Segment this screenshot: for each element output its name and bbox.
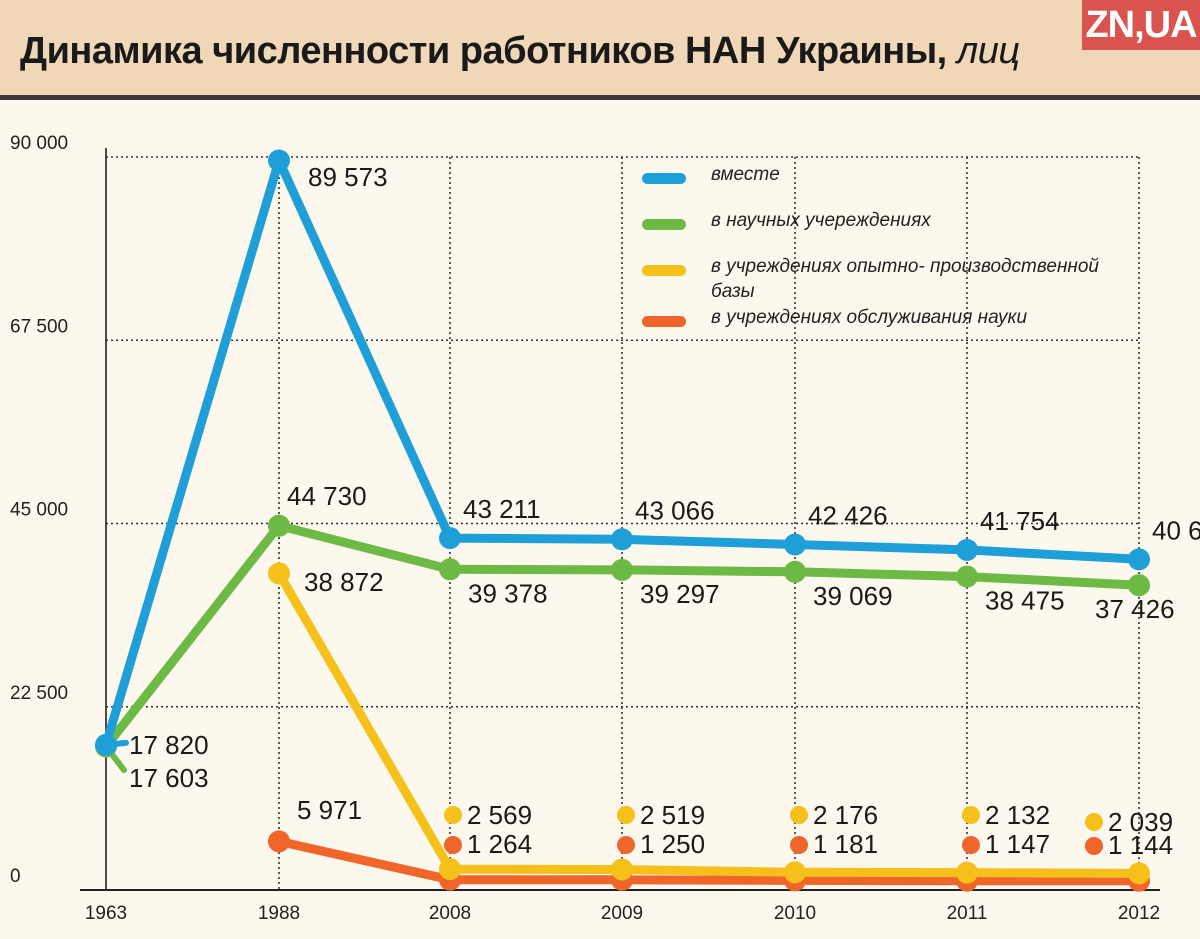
bullet-pilot — [444, 806, 462, 824]
data-label-service: 1 250 — [640, 829, 705, 859]
chart-title: Динамика численности работников НАН Укра… — [20, 30, 1020, 73]
bullet-pilot — [1085, 813, 1103, 831]
legend-label-pilot: в учреждениях опытно- производственной б… — [711, 256, 1099, 302]
data-point-scientific — [1128, 574, 1150, 597]
legend-swatch-pilot — [642, 265, 686, 276]
data-label-scientific: 39 378 — [468, 578, 548, 608]
legend-swatch-total — [642, 173, 686, 184]
data-point-scientific — [439, 558, 461, 581]
bullet-pilot — [617, 806, 635, 824]
legend-swatch-scientific — [642, 219, 686, 230]
data-point-total — [268, 149, 290, 172]
x-tick-label: 2011 — [947, 903, 988, 924]
x-tick-label: 2009 — [601, 903, 643, 924]
zn-ua-logo[interactable]: ZN,UA — [1082, 0, 1200, 50]
data-point-total — [1128, 548, 1150, 571]
y-tick-label: 67 500 — [10, 316, 68, 337]
data-label-scientific: 38 475 — [985, 586, 1065, 616]
bullet-service — [962, 836, 980, 854]
data-label-total: 43 211 — [463, 494, 541, 524]
data-point-pilot — [439, 858, 461, 881]
data-point-scientific — [956, 565, 978, 588]
data-label-total: 40 609 — [1152, 515, 1200, 545]
bullet-service — [1085, 837, 1103, 855]
x-tick-label: 2008 — [429, 903, 471, 924]
data-point-pilot — [1128, 862, 1150, 885]
data-label-pilot: 38 872 — [304, 567, 384, 597]
legend-swatch-service — [642, 316, 686, 327]
data-label-scientific: 39 297 — [640, 579, 720, 609]
bullet-pilot — [790, 806, 808, 824]
data-label-total: 89 573 — [308, 162, 388, 192]
x-tick-label: 2010 — [774, 903, 816, 924]
series-line-service — [274, 836, 1144, 886]
data-label-service: 1 147 — [985, 829, 1050, 859]
data-point-service — [268, 830, 290, 853]
data-point-scientific — [611, 558, 633, 581]
data-point-pilot — [784, 861, 806, 884]
x-tick-label: 1988 — [258, 903, 300, 924]
data-point-total — [784, 533, 806, 556]
data-point-total — [956, 538, 978, 561]
header-bar: Динамика численности работников НАН Укра… — [0, 0, 1200, 100]
data-label-pilot: 2 039 — [1108, 807, 1173, 837]
data-label-scientific: 37 426 — [1095, 594, 1175, 624]
data-point-pilot — [268, 562, 290, 585]
data-label-pilot: 2 176 — [813, 800, 878, 830]
data-label-total: 42 426 — [808, 500, 888, 530]
data-label-pilot: 2 519 — [640, 800, 705, 830]
data-label-scientific: 39 069 — [813, 581, 893, 611]
x-tick-label: 2012 — [1118, 903, 1160, 924]
y-tick-label: 90 000 — [10, 133, 68, 154]
title-unit: лиц — [956, 30, 1020, 72]
data-label-pilot: 2 132 — [985, 800, 1050, 830]
data-label-scientific: 44 730 — [287, 481, 367, 511]
data-label-total: 43 066 — [635, 495, 715, 525]
bullet-service — [617, 836, 635, 854]
legend-label-scientific: в научных учереждениях — [711, 210, 931, 231]
data-label-service: 1 144 — [1108, 830, 1173, 860]
legend-label-total: вместе — [711, 164, 780, 185]
data-point-scientific — [784, 560, 806, 583]
y-tick-label: 22 500 — [10, 683, 68, 704]
x-tick-label: 1963 — [85, 903, 127, 924]
title-text: Динамика численности работников НАН Укра… — [20, 30, 947, 72]
data-label-scientific: 17 603 — [129, 763, 209, 793]
y-tick-label: 0 — [10, 866, 21, 887]
data-label-service: 5 971 — [297, 795, 362, 825]
y-tick-label: 45 000 — [10, 500, 68, 521]
data-point-scientific — [268, 514, 290, 537]
data-label-service: 1 181 — [813, 829, 878, 859]
data-label-service: 1 264 — [467, 829, 532, 859]
data-label-pilot: 2 569 — [467, 800, 532, 830]
data-point-total — [439, 527, 461, 550]
data-point-total — [611, 528, 633, 551]
series-line-pilot — [274, 568, 1144, 878]
data-label-total: 17 820 — [129, 730, 209, 760]
data-label-total: 41 754 — [980, 506, 1060, 536]
data-point-pilot — [611, 858, 633, 881]
bullet-service — [790, 836, 808, 854]
bullet-pilot — [962, 806, 980, 824]
bullet-service — [444, 836, 462, 854]
data-point-pilot — [956, 861, 978, 884]
legend-label-service: в учреждениях обслуживания науки — [711, 307, 1028, 328]
data-point-total — [95, 733, 117, 756]
